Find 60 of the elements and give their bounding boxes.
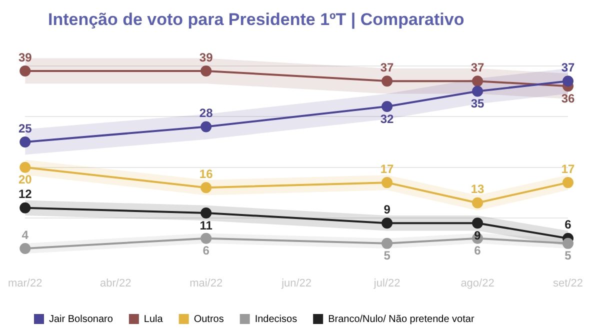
point — [382, 218, 393, 229]
point — [20, 243, 31, 254]
point — [20, 202, 31, 214]
data-label: 28 — [199, 106, 214, 120]
x-tick-label: jul/22 — [372, 277, 400, 290]
data-label: 6 — [202, 244, 210, 258]
point — [382, 100, 393, 112]
data-label: 5 — [384, 248, 391, 263]
data-label: 4 — [22, 228, 29, 242]
data-label: 32 — [380, 112, 394, 126]
point — [200, 121, 212, 132]
data-label: 25 — [18, 121, 32, 136]
point — [382, 177, 393, 188]
point — [562, 238, 574, 249]
legend-label: Outros — [194, 314, 224, 325]
data-label: 37 — [561, 60, 575, 74]
data-label: 37 — [470, 60, 485, 74]
point — [20, 65, 31, 76]
data-label: 36 — [561, 91, 575, 106]
data-label: 6 — [474, 244, 482, 258]
data-label: 17 — [561, 162, 575, 176]
point — [472, 76, 484, 87]
data-label: 5 — [564, 248, 572, 263]
x-tick-label: mai/22 — [190, 277, 223, 290]
x-tick-label: abr/22 — [100, 277, 132, 290]
legend-label: Lula — [144, 314, 164, 325]
data-label: 16 — [199, 166, 214, 181]
data-label: 9 — [384, 202, 391, 216]
point — [200, 232, 212, 244]
data-label: 35 — [470, 96, 485, 111]
data-label: 37 — [380, 60, 394, 74]
data-label: 6 — [564, 218, 572, 232]
x-tick-label: ago/22 — [460, 277, 494, 290]
point — [382, 238, 393, 249]
point — [200, 65, 212, 76]
point — [472, 218, 484, 229]
data-label: 13 — [470, 182, 485, 196]
data-label: 12 — [18, 187, 32, 202]
data-label: 9 — [474, 228, 482, 242]
point — [562, 177, 574, 188]
point — [472, 197, 484, 208]
point — [472, 86, 484, 97]
point — [562, 76, 574, 87]
point — [20, 136, 31, 148]
data-label: 11 — [200, 218, 213, 232]
chart-title: Intenção de voto para Presidente 1ºT | Comparativo — [47, 9, 466, 31]
point — [20, 162, 31, 173]
point — [200, 182, 212, 194]
legend-label: Indecisos — [254, 314, 298, 325]
data-label: 39 — [18, 50, 32, 64]
x-tick-label: mar/22 — [8, 277, 42, 290]
point — [200, 207, 212, 218]
x-tick-label: set/22 — [553, 277, 583, 290]
data-label: 17 — [380, 162, 394, 176]
point — [382, 76, 393, 87]
legend-label: Branco/Nulo/ Não pretende votar — [328, 314, 475, 325]
data-label: 20 — [18, 172, 32, 187]
x-tick-label: jun/22 — [280, 277, 312, 290]
legend-label: Jair Bolsonaro — [49, 314, 114, 325]
data-label: 39 — [199, 50, 214, 64]
